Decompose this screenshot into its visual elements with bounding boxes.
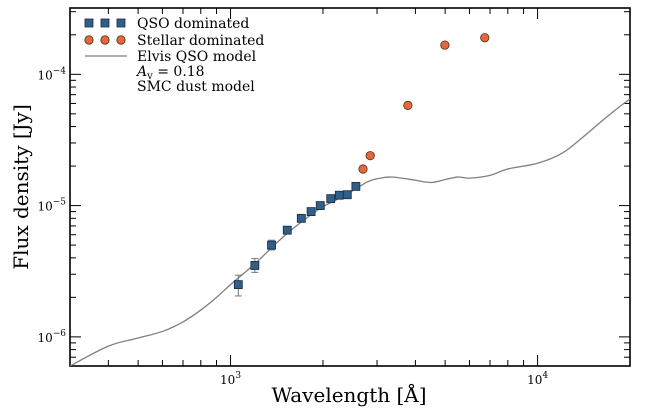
y-tick-label: 10−4 <box>37 66 66 82</box>
stellar-point <box>358 164 368 174</box>
y-axis-label: Flux density [Jy] <box>9 104 33 270</box>
qso-point <box>296 213 306 223</box>
qso-point <box>306 207 316 217</box>
x-axis-label: Wavelength [Å] <box>271 382 426 407</box>
model-curve <box>70 98 630 366</box>
stellar-point <box>365 151 375 161</box>
legend-stellar-marker <box>116 35 126 45</box>
axis-tick-labels: 103 104 10−6 10−5 10−4 <box>37 66 548 387</box>
stellar-point <box>403 100 413 110</box>
plot-border <box>69 7 631 367</box>
qso-point <box>315 201 325 210</box>
legend-stellar-label: Stellar dominated <box>137 33 264 49</box>
qso-point <box>342 190 352 200</box>
plot-frame <box>69 7 631 367</box>
qso-point <box>267 240 276 250</box>
legend-qso-marker <box>100 18 110 28</box>
axis-ticks <box>69 8 631 367</box>
x-tick-label: 103 <box>220 371 241 387</box>
legend-qso-label: QSO dominated <box>137 16 249 32</box>
qso-point <box>326 194 336 204</box>
legend-stellar-marker <box>100 35 110 45</box>
x-tick-label: 104 <box>527 371 548 387</box>
qso-point <box>351 182 361 191</box>
y-tick-label: 10−6 <box>37 329 66 345</box>
legend-qso-marker <box>84 18 94 28</box>
y-tick-label: 10−5 <box>37 198 66 214</box>
qso-point <box>233 280 243 290</box>
legend-smc-note: SMC dust model <box>137 79 255 95</box>
legend-qso-marker <box>116 18 126 28</box>
legend-model-label: Elvis QSO model <box>137 49 257 65</box>
legend-stellar-marker <box>84 35 94 45</box>
stellar-point <box>440 40 450 50</box>
qso-point <box>282 225 292 235</box>
legend-av-note: Av = 0.18 <box>135 64 205 82</box>
model-curve-layer <box>70 98 630 366</box>
qso-point <box>334 190 344 200</box>
stellar-point <box>480 33 490 43</box>
qso-point <box>250 261 260 270</box>
data-points-layer <box>233 33 490 297</box>
